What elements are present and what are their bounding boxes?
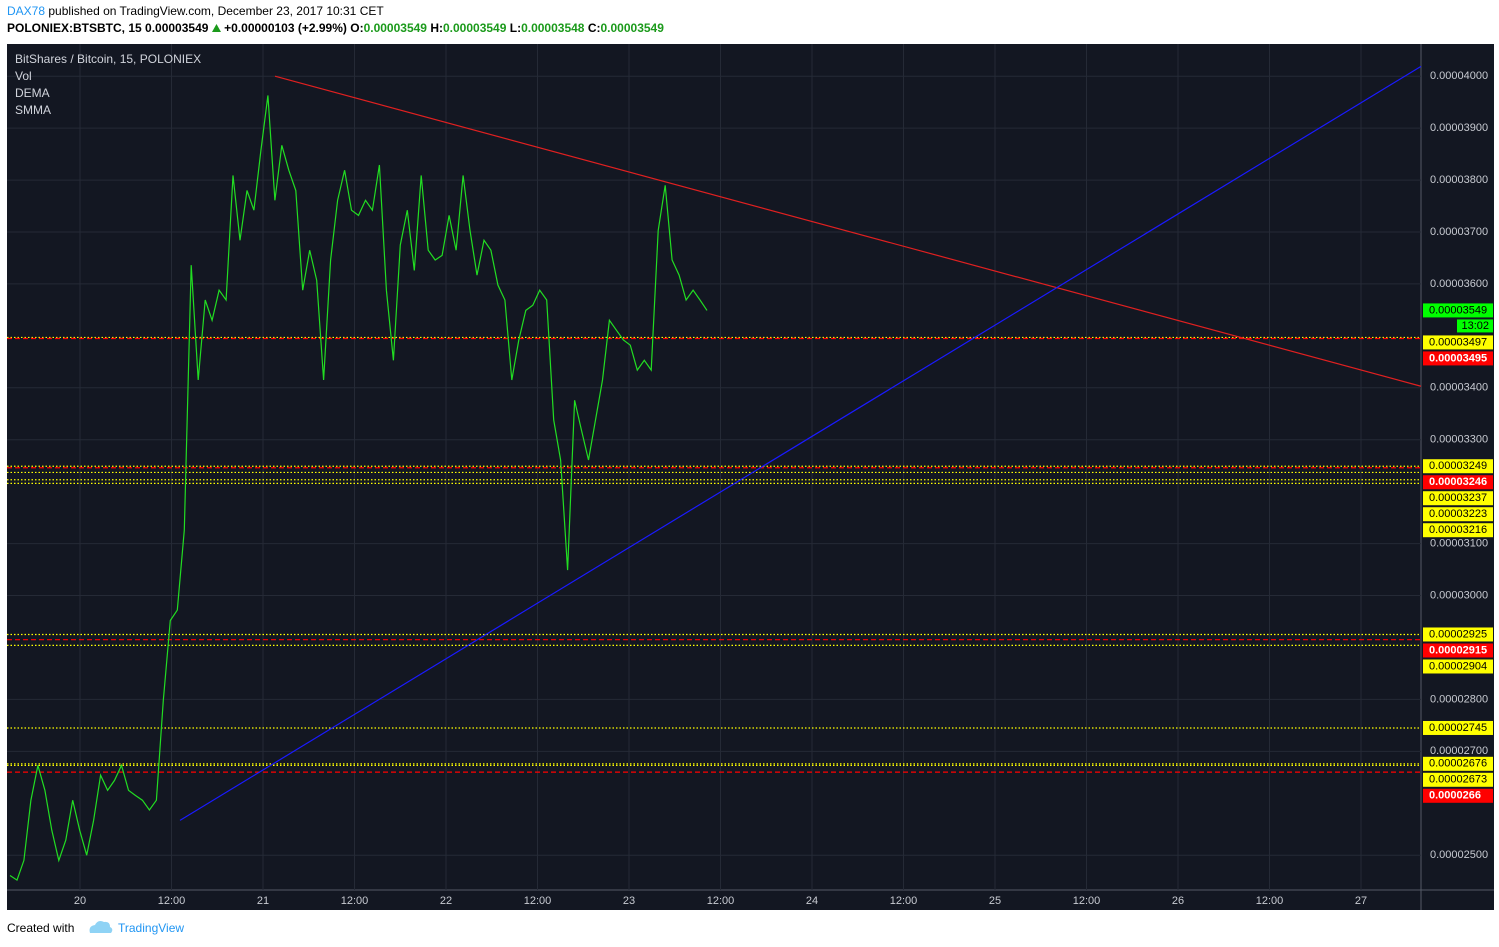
price-line: [9, 95, 708, 882]
price-marker: [1423, 335, 1493, 350]
price-marker-label: 0.00002925: [1429, 628, 1487, 640]
price-marker-label: 0.00003549: [1429, 304, 1487, 316]
price-marker-label: 0.00002745: [1429, 722, 1487, 734]
price-marker-label: 0.0000266: [1429, 790, 1481, 802]
ohlc-key: O:: [350, 21, 364, 35]
x-tick-label: 21: [257, 895, 269, 907]
price-marker: [1423, 475, 1493, 490]
grid: [7, 44, 1421, 890]
indicator-label: Vol: [15, 69, 32, 83]
y-tick-label: 0.00002700: [1430, 745, 1488, 757]
price-marker-label: 0.00003495: [1429, 352, 1487, 364]
x-tick-label: 25: [989, 895, 1001, 907]
price-marker-label: 0.00002904: [1429, 660, 1487, 672]
logo: [89, 921, 113, 933]
y-tick-label: 0.00003000: [1430, 589, 1488, 601]
indicator-label: DEMA: [15, 86, 50, 100]
ohlc-value: 0.00003549: [600, 21, 664, 35]
price-marker-label: 0.00002915: [1429, 644, 1487, 656]
price-marker-label: 0.00003497: [1429, 336, 1487, 348]
ohlc-key: L:: [509, 21, 522, 35]
price-axis: 0.00004000 0.00003900 0.00003800 0.00003700…: [74, 70, 1493, 907]
price-marker-label: 0.00003223: [1429, 508, 1487, 520]
x-tick-label: 12:00: [1256, 895, 1284, 907]
price-marker-label: 0.00003237: [1429, 492, 1487, 504]
x-tick-label: 24: [806, 895, 818, 907]
x-tick-label: 12:00: [707, 895, 735, 907]
price-marker: [1423, 523, 1493, 538]
last-price: 0.00003549: [145, 21, 209, 35]
ohlc-value: 0.00003549: [363, 21, 427, 35]
y-tick-label: 0.00004000: [1430, 70, 1488, 82]
x-tick-label: 12:00: [524, 895, 552, 907]
x-tick-label: 22: [440, 895, 452, 907]
x-tick-label: 12:00: [890, 895, 918, 907]
footer-brand: TradingView: [118, 921, 184, 935]
ohlc-value: 0.00003548: [521, 21, 585, 35]
countdown: 13:02: [1461, 320, 1489, 332]
price-marker: [1423, 459, 1493, 474]
y-tick-label: 0.00003600: [1430, 278, 1488, 290]
x-tick-label: 20: [74, 895, 86, 907]
x-tick-label: 27: [1355, 895, 1367, 907]
trend-line: [274, 75, 1422, 387]
price-marker: [1423, 491, 1493, 506]
y-tick-label: 0.00003800: [1430, 174, 1488, 186]
y-tick-label: 0.00003700: [1430, 226, 1488, 238]
header-quote: POLONIEX:BTSBTC, 15 0.00003549 +0.000001…: [7, 21, 664, 35]
price-marker: [1423, 627, 1493, 642]
y-tick-label: 0.00003300: [1430, 434, 1488, 446]
y-tick-label: 0.00002500: [1430, 849, 1488, 861]
y-tick-label: 0.00003900: [1430, 122, 1488, 134]
price-marker-label: 0.00003249: [1429, 460, 1487, 472]
price-marker: [1423, 720, 1493, 735]
ohlc-value: 0.00003549: [443, 21, 507, 35]
indicator-label: SMMA: [15, 103, 51, 117]
chart-background: [7, 44, 1494, 910]
price-marker: [1423, 507, 1493, 522]
x-tick-label: 12:00: [1073, 895, 1101, 907]
up-arrow: [211, 24, 221, 32]
change: +0.00000103 (+2.99%): [224, 21, 347, 35]
ohlc-key: C:: [587, 21, 601, 35]
countdown-box: [1457, 319, 1493, 333]
price-marker-label: 0.00003216: [1429, 524, 1487, 536]
header-line: DAX78 published on TradingView.com, Dece…: [7, 4, 384, 18]
author[interactable]: DAX78: [7, 4, 46, 18]
price-marker-label: 0.00002673: [1429, 774, 1487, 786]
price-marker: [1423, 351, 1493, 366]
price-marker: [1423, 772, 1493, 787]
symbol: POLONIEX:BTSBTC, 15: [7, 21, 142, 35]
y-tick-label: 0.00003100: [1430, 538, 1488, 550]
trend-line: [179, 65, 1422, 821]
y-tick-label: 0.00003400: [1430, 382, 1488, 394]
price-marker-label: 0.00003246: [1429, 476, 1487, 488]
ohlc-key: H:: [430, 21, 443, 35]
price-marker-label: 0.00002676: [1429, 758, 1487, 770]
price-marker: [1423, 303, 1493, 318]
x-tick-label: 26: [1172, 895, 1184, 907]
x-tick-label: 23: [623, 895, 635, 907]
chart-title: BitShares / Bitcoin, 15, POLONIEX: [15, 52, 201, 66]
marks: [7, 65, 1422, 882]
x-tick-label: 12:00: [158, 895, 186, 907]
footer-text: Created with: [7, 921, 74, 935]
price-marker: [1423, 756, 1493, 771]
y-tick-label: 0.00002800: [1430, 693, 1488, 705]
price-marker: [1423, 643, 1493, 658]
price-marker: [1423, 659, 1493, 674]
published: published on TradingView.com, December 2…: [48, 4, 384, 18]
price-marker: [1423, 788, 1493, 803]
x-tick-label: 12:00: [341, 895, 369, 907]
